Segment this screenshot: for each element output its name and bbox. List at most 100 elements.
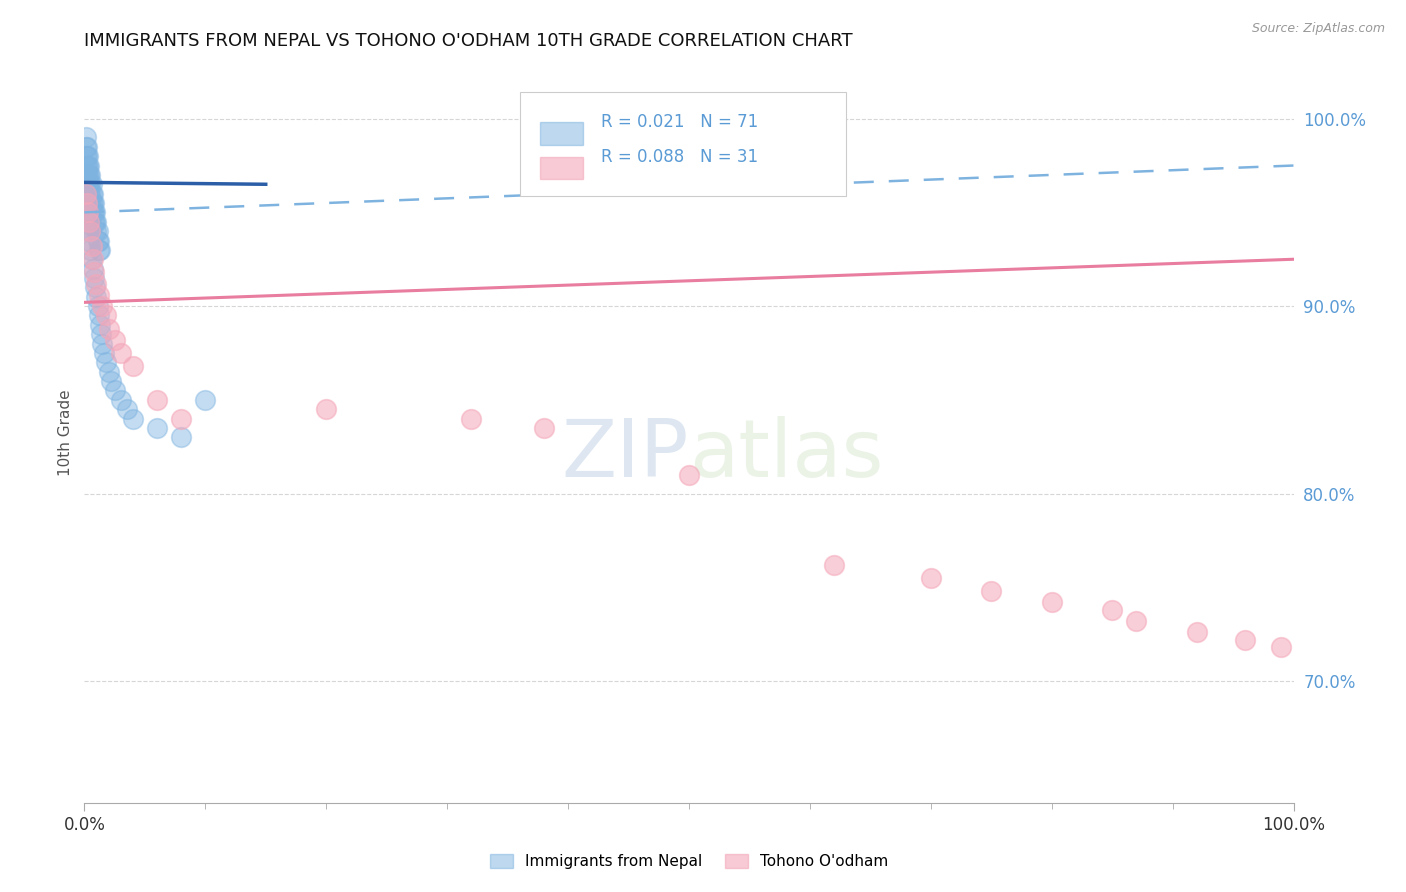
Point <box>86 224 108 238</box>
Point <box>80 239 103 253</box>
Text: R = 0.021   N = 71: R = 0.021 N = 71 <box>600 113 758 131</box>
Point <box>823 558 845 572</box>
Text: atlas: atlas <box>689 416 883 494</box>
Point <box>315 402 337 417</box>
Point <box>83 265 105 279</box>
Point <box>75 205 97 219</box>
Point <box>76 159 98 173</box>
Point <box>77 159 100 173</box>
Point <box>82 205 104 219</box>
Point <box>104 384 127 398</box>
Point <box>80 186 103 201</box>
Point <box>76 215 98 229</box>
Text: IMMIGRANTS FROM NEPAL VS TOHONO O'ODHAM 10TH GRADE CORRELATION CHART: IMMIGRANTS FROM NEPAL VS TOHONO O'ODHAM … <box>84 32 853 50</box>
Point <box>84 280 107 294</box>
Point <box>1185 625 1208 640</box>
Point <box>87 288 110 302</box>
Point <box>80 178 103 192</box>
Point <box>77 215 100 229</box>
Point <box>76 149 98 163</box>
Point <box>77 205 100 219</box>
Point <box>86 299 108 313</box>
Point <box>77 159 100 173</box>
Point <box>75 186 97 201</box>
Point <box>1234 632 1257 647</box>
Point <box>980 584 1002 599</box>
Point <box>97 321 120 335</box>
Point <box>76 196 98 211</box>
Point <box>79 224 101 238</box>
Point <box>93 346 115 360</box>
Point <box>84 215 107 229</box>
Point <box>79 243 101 257</box>
Point <box>104 333 127 347</box>
Point <box>76 140 98 154</box>
Point <box>920 571 942 585</box>
Point <box>77 215 100 229</box>
Point <box>83 196 105 211</box>
Point <box>77 178 100 192</box>
Point <box>75 130 97 145</box>
Point <box>76 178 98 192</box>
Point <box>79 168 101 182</box>
Point <box>146 392 169 407</box>
Point <box>194 392 217 407</box>
Point <box>170 430 193 444</box>
Point <box>86 277 108 291</box>
Point <box>82 261 104 276</box>
Point <box>83 215 105 229</box>
Y-axis label: 10th Grade: 10th Grade <box>58 389 73 476</box>
Point <box>121 359 143 373</box>
Point <box>82 186 104 201</box>
Point <box>82 196 104 211</box>
Point <box>83 271 105 285</box>
Point <box>77 224 100 238</box>
Point <box>86 234 108 248</box>
Point <box>79 178 101 192</box>
Point <box>110 346 132 360</box>
FancyBboxPatch shape <box>520 92 846 195</box>
Point <box>76 168 98 182</box>
Point <box>533 421 555 435</box>
Point <box>79 224 101 238</box>
Text: ZIP: ZIP <box>561 416 689 494</box>
Point <box>89 318 111 332</box>
Point <box>77 205 100 219</box>
Point <box>77 149 100 163</box>
Point <box>83 205 105 219</box>
Point <box>77 234 100 248</box>
Point <box>1270 640 1292 655</box>
Point <box>84 205 107 219</box>
Point <box>121 411 143 425</box>
Point <box>460 411 482 425</box>
Point <box>1125 614 1147 628</box>
Legend: Immigrants from Nepal, Tohono O'odham: Immigrants from Nepal, Tohono O'odham <box>489 855 889 869</box>
Point <box>91 336 114 351</box>
Point <box>678 467 700 482</box>
Point <box>82 252 104 267</box>
Point <box>110 392 132 407</box>
Point <box>79 196 101 211</box>
Point <box>90 327 112 342</box>
Point <box>75 159 97 173</box>
Point <box>1101 603 1123 617</box>
Point <box>87 309 110 323</box>
Point <box>115 402 138 417</box>
Point <box>146 421 169 435</box>
Point <box>80 196 103 211</box>
Point <box>80 252 103 267</box>
Text: R = 0.088   N = 31: R = 0.088 N = 31 <box>600 148 758 166</box>
Point <box>75 168 97 182</box>
Point <box>97 365 120 379</box>
Point <box>75 186 97 201</box>
Text: Source: ZipAtlas.com: Source: ZipAtlas.com <box>1251 22 1385 36</box>
Point <box>77 168 100 182</box>
Bar <box>540 157 582 179</box>
Point <box>75 140 97 154</box>
Point <box>75 149 97 163</box>
Point <box>77 186 100 201</box>
Point <box>76 196 98 211</box>
Bar <box>540 122 582 145</box>
Point <box>170 411 193 425</box>
Point <box>86 215 108 229</box>
